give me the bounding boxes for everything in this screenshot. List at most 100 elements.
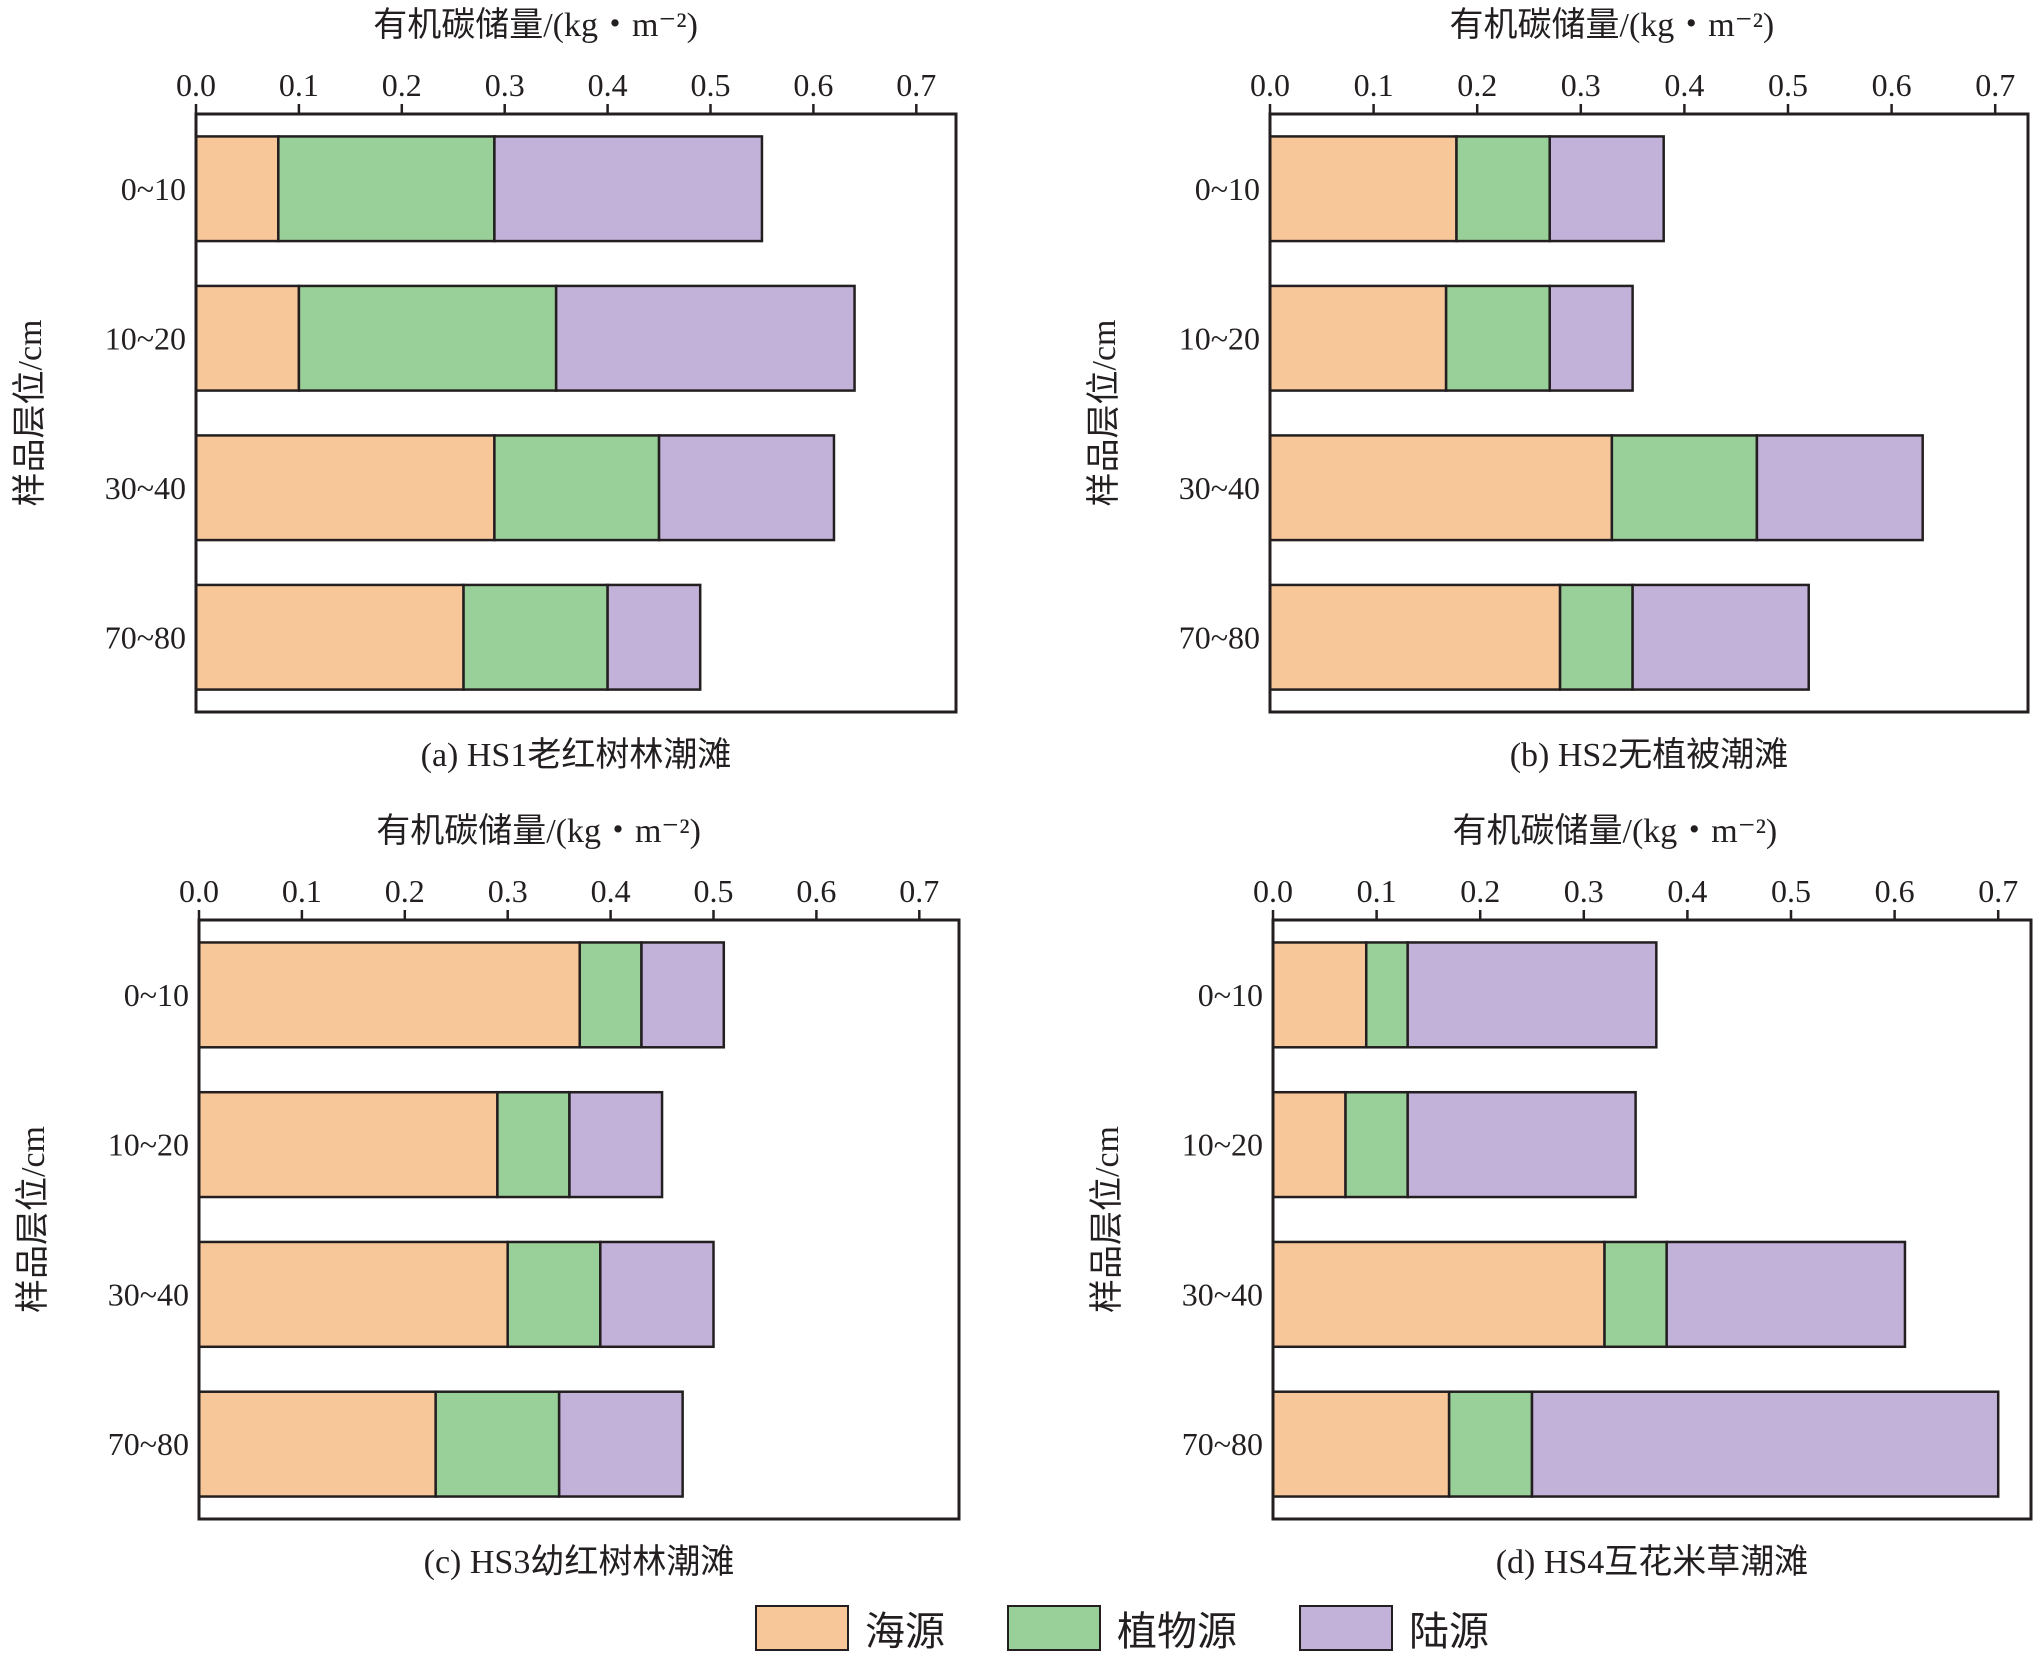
y-axis-title: 样品层位/cm xyxy=(1085,320,1123,507)
x-tick-label: 0.6 xyxy=(1872,67,1912,103)
bar-terrestrial-2 xyxy=(599,1240,715,1349)
legend-label-terrestrial: 陆源 xyxy=(1409,1609,1489,1655)
bar-terrestrial-1 xyxy=(1548,284,1634,392)
bar-terrestrial-3 xyxy=(557,1390,684,1498)
bar-terrestrial-1 xyxy=(1406,1090,1637,1199)
y-axis-title: 样品层位/cm xyxy=(11,320,49,507)
x-tick-label: 0.5 xyxy=(1768,67,1808,103)
x-tick-label: 0.2 xyxy=(1457,67,1497,103)
category-label: 70~80 xyxy=(105,619,186,655)
chart-panel-2: 0~10 10~20 30~40 70~80 0.0 0.1 0.2 0.3 0.4 0.5 0.6… xyxy=(14,812,961,1581)
legend-swatch-terrestrial xyxy=(1299,1605,1393,1651)
x-tick-label: 0.3 xyxy=(488,873,528,909)
bar-marine-3 xyxy=(194,583,465,691)
bar-terrestrial-2 xyxy=(1665,1240,1907,1349)
category-label: 10~20 xyxy=(105,320,186,356)
x-tick-label: 0.7 xyxy=(1975,67,2015,103)
x-tick-label: 0.4 xyxy=(1667,873,1707,909)
x-tick-label: 0.7 xyxy=(1978,873,2018,909)
category-label: 10~20 xyxy=(108,1127,189,1163)
chart-panel-1: 0~10 10~20 30~40 70~80 0.0 0.1 0.2 0.3 0.4 0.5 0.6… xyxy=(1085,6,2030,774)
panel-caption: (b) HS2无植被潮滩 xyxy=(1510,736,1789,774)
legend-item-marine: 海源 xyxy=(755,1599,945,1657)
category-label: 10~20 xyxy=(1182,1127,1263,1163)
x-tick-label: 0.2 xyxy=(1460,873,1500,909)
x-axis-title: 有机碳储量/(kg・m⁻²) xyxy=(1453,812,1778,850)
bar-terrestrial-3 xyxy=(606,583,702,691)
bar-marine-1 xyxy=(197,1090,499,1199)
bar-plant-1 xyxy=(297,284,558,392)
x-tick-label: 0.4 xyxy=(1664,67,1704,103)
bar-terrestrial-1 xyxy=(568,1090,664,1199)
bar-plant-3 xyxy=(1447,1390,1534,1498)
x-tick-label: 0.0 xyxy=(1253,873,1293,909)
x-tick-label: 0.4 xyxy=(588,67,628,103)
bar-marine-2 xyxy=(197,1240,509,1349)
x-tick-label: 0.1 xyxy=(279,67,319,103)
legend-swatch-marine xyxy=(755,1605,849,1651)
x-tick-label: 0.1 xyxy=(1354,67,1394,103)
bar-marine-0 xyxy=(1268,135,1458,243)
bar-plant-3 xyxy=(1558,583,1634,691)
category-label: 30~40 xyxy=(105,470,186,506)
bar-terrestrial-1 xyxy=(554,284,856,392)
bar-marine-3 xyxy=(1271,1390,1451,1498)
category-label: 30~40 xyxy=(108,1276,189,1312)
bar-plant-0 xyxy=(1364,941,1409,1049)
category-label: 0~10 xyxy=(121,171,186,207)
x-tick-label: 0.5 xyxy=(691,67,731,103)
bar-terrestrial-0 xyxy=(1548,135,1665,243)
bar-terrestrial-2 xyxy=(1755,434,1924,542)
x-tick-label: 0.5 xyxy=(1771,873,1811,909)
x-tick-label: 0.1 xyxy=(282,873,322,909)
legend: 海源 植物源 陆源 xyxy=(755,1603,1551,1655)
category-label: 0~10 xyxy=(124,977,189,1013)
bar-plant-0 xyxy=(578,941,643,1049)
bar-plant-1 xyxy=(1344,1090,1409,1199)
legend-item-plant: 植物源 xyxy=(1007,1599,1237,1657)
bar-terrestrial-0 xyxy=(640,941,726,1049)
x-tick-label: 0.2 xyxy=(382,67,422,103)
x-axis-title: 有机碳储量/(kg・m⁻²) xyxy=(376,812,701,850)
x-tick-label: 0.3 xyxy=(1561,67,1601,103)
bar-plant-0 xyxy=(1455,135,1551,243)
bar-terrestrial-2 xyxy=(657,434,836,542)
legend-swatch-plant xyxy=(1007,1605,1101,1651)
chart-panel-3: 0~10 10~20 30~40 70~80 0.0 0.1 0.2 0.3 0.4 0.5 0.6… xyxy=(1088,812,2033,1581)
bar-plant-2 xyxy=(1603,1240,1668,1349)
x-tick-label: 0.2 xyxy=(385,873,425,909)
bar-marine-0 xyxy=(194,135,280,243)
plot-frame xyxy=(1271,918,2033,1521)
legend-label-plant: 植物源 xyxy=(1117,1609,1237,1655)
x-axis-title: 有机碳储量/(kg・m⁻²) xyxy=(1450,6,1775,44)
bar-terrestrial-3 xyxy=(1631,583,1810,691)
legend-item-terrestrial: 陆源 xyxy=(1299,1599,1489,1657)
plot-frame xyxy=(194,112,958,714)
plot-frame xyxy=(1268,112,2030,714)
y-axis-title: 样品层位/cm xyxy=(1088,1126,1126,1313)
x-tick-label: 0.4 xyxy=(591,873,631,909)
bar-marine-1 xyxy=(1271,1090,1347,1199)
x-tick-label: 0.6 xyxy=(793,67,833,103)
x-tick-label: 0.0 xyxy=(179,873,219,909)
plot-frame xyxy=(197,918,961,1521)
bar-marine-3 xyxy=(197,1390,437,1498)
bar-plant-2 xyxy=(506,1240,602,1349)
panel-caption: (d) HS4互花米草潮滩 xyxy=(1496,1543,1809,1581)
category-label: 10~20 xyxy=(1179,320,1260,356)
chart-panel-0: 0~10 10~20 30~40 70~80 0.0 0.1 0.2 0.3 0.4 0.5 0.6… xyxy=(11,6,958,774)
x-tick-label: 0.7 xyxy=(896,67,936,103)
category-label: 70~80 xyxy=(1182,1426,1263,1462)
panel-caption: (a) HS1老红树林潮滩 xyxy=(421,736,732,774)
x-tick-label: 0.7 xyxy=(899,873,939,909)
bar-marine-3 xyxy=(1268,583,1562,691)
category-label: 70~80 xyxy=(1179,619,1260,655)
bar-marine-2 xyxy=(1268,434,1614,542)
bar-plant-1 xyxy=(1444,284,1551,392)
x-tick-label: 0.5 xyxy=(694,873,734,909)
x-tick-label: 0.6 xyxy=(796,873,836,909)
x-tick-label: 0.6 xyxy=(1875,873,1915,909)
x-tick-label: 0.3 xyxy=(1564,873,1604,909)
panel-caption: (c) HS3幼红树林潮滩 xyxy=(424,1543,735,1581)
